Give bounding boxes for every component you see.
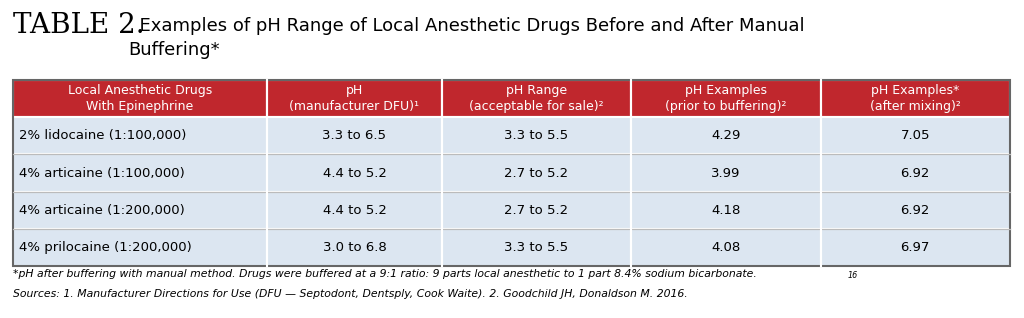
Text: 4% articaine (1:200,000): 4% articaine (1:200,000)	[19, 204, 184, 217]
Text: 6.92: 6.92	[900, 204, 930, 217]
Text: 3.3 to 5.5: 3.3 to 5.5	[505, 129, 568, 142]
Bar	[631, 229, 820, 266]
Text: 3.3 to 6.5: 3.3 to 6.5	[323, 129, 386, 142]
Text: 7.05: 7.05	[900, 129, 930, 142]
Bar	[631, 80, 820, 117]
Text: 4.08: 4.08	[712, 241, 740, 254]
Text: 4% articaine (1:100,000): 4% articaine (1:100,000)	[19, 167, 184, 179]
Text: 3.3 to 5.5: 3.3 to 5.5	[505, 241, 568, 254]
Bar	[13, 192, 267, 229]
Bar	[631, 155, 820, 192]
Bar	[267, 80, 441, 117]
Text: 16: 16	[848, 271, 858, 280]
Text: pH Range
(acceptable for sale)²: pH Range (acceptable for sale)²	[469, 84, 604, 113]
Text: 2.7 to 5.2: 2.7 to 5.2	[505, 167, 568, 179]
Text: TABLE 2.: TABLE 2.	[13, 12, 144, 39]
Text: Sources: 1. Manufacturer Directions for Use (DFU — Septodont, Dentsply, Cook Wai: Sources: 1. Manufacturer Directions for …	[13, 289, 688, 299]
Bar	[441, 155, 631, 192]
Bar	[441, 80, 631, 117]
Bar	[13, 80, 1010, 266]
Text: 3.0 to 6.8: 3.0 to 6.8	[323, 241, 386, 254]
Text: 6.92: 6.92	[900, 167, 930, 179]
Bar	[267, 229, 441, 266]
Text: *pH after buffering with manual method. Drugs were buffered at a 9:1 ratio: 9 pa: *pH after buffering with manual method. …	[13, 269, 757, 279]
Bar	[820, 192, 1010, 229]
Text: 3.99: 3.99	[711, 167, 740, 179]
Bar	[441, 192, 631, 229]
Text: 4% prilocaine (1:200,000): 4% prilocaine (1:200,000)	[19, 241, 191, 254]
Text: 2.7 to 5.2: 2.7 to 5.2	[505, 204, 568, 217]
Text: Examples of pH Range of Local Anesthetic Drugs Before and After Manual
Buffering: Examples of pH Range of Local Anesthetic…	[128, 17, 805, 59]
Bar	[820, 80, 1010, 117]
Bar	[820, 155, 1010, 192]
Text: 4.4 to 5.2: 4.4 to 5.2	[323, 204, 386, 217]
Text: 2% lidocaine (1:100,000): 2% lidocaine (1:100,000)	[19, 129, 186, 142]
Bar	[267, 117, 441, 155]
Bar	[267, 192, 441, 229]
Bar	[13, 117, 267, 155]
Bar	[13, 155, 267, 192]
Text: pH
(manufacturer DFU)¹: pH (manufacturer DFU)¹	[290, 84, 420, 113]
Text: pH Examples
(prior to buffering)²: pH Examples (prior to buffering)²	[666, 84, 786, 113]
Bar	[441, 229, 631, 266]
Text: 4.18: 4.18	[711, 204, 740, 217]
Bar	[820, 117, 1010, 155]
Text: 4.29: 4.29	[711, 129, 740, 142]
Bar	[13, 229, 267, 266]
Text: Local Anesthetic Drugs
With Epinephrine: Local Anesthetic Drugs With Epinephrine	[68, 84, 212, 113]
Bar	[631, 192, 820, 229]
Bar	[267, 155, 441, 192]
Text: 4.4 to 5.2: 4.4 to 5.2	[323, 167, 386, 179]
Text: 6.97: 6.97	[900, 241, 930, 254]
Text: pH Examples*
(after mixing)²: pH Examples* (after mixing)²	[869, 84, 961, 113]
Bar	[820, 229, 1010, 266]
Bar	[631, 117, 820, 155]
Bar	[441, 117, 631, 155]
Bar	[13, 80, 267, 117]
